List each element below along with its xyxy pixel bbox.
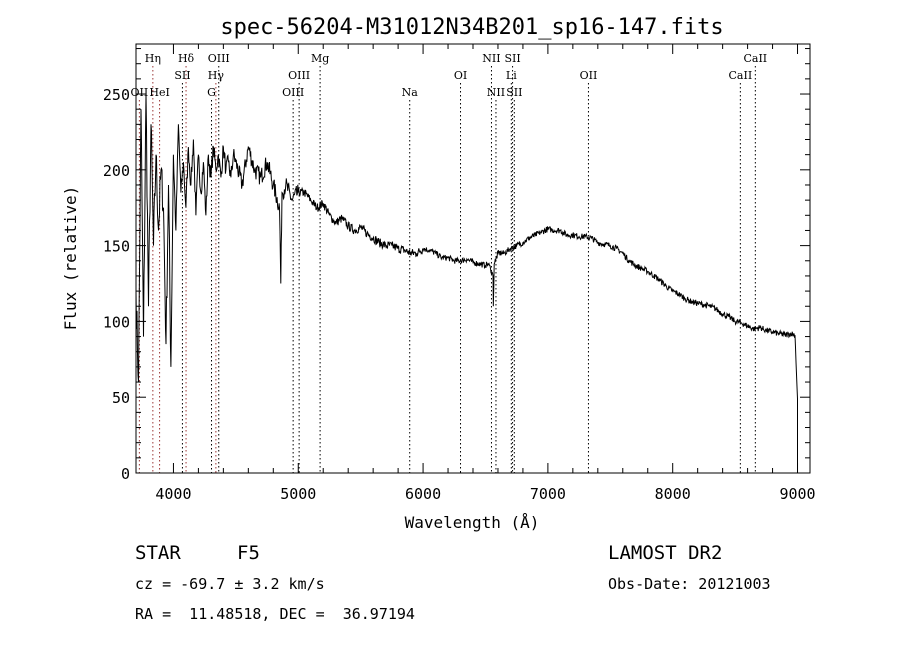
spectral-line-label: Hδ [178,52,195,65]
y-tick-label: 250 [103,86,130,104]
x-tick-label: 6000 [405,485,441,503]
spectral-line-label: CaII [743,52,767,65]
y-tick-label: 100 [103,313,130,331]
x-tick-label: 5000 [280,485,316,503]
survey-name: LAMOST DR2 [608,542,723,564]
spectral-line-label: Hη [145,52,161,65]
spectral-line-label: NII [482,52,500,65]
x-axis-ticks: 4000 5000 6000 7000 8000 9000 [155,44,816,503]
y-tick-label: 150 [103,238,130,256]
redshift-velocity: cz = -69.7 ± 3.2 km/s [135,575,325,593]
spectral-line-label: Mg [311,52,329,65]
spectral-line-label: CaII [729,69,753,82]
x-tick-label: 8000 [655,485,691,503]
y-axis-label: Flux (relative) [61,186,80,331]
spectral-line-label: G [207,86,216,99]
x-axis-label: Wavelength (Å) [405,513,540,532]
y-axis-ticks: 0 50 100 150 200 250 [103,48,810,483]
x-tick-label: 4000 [155,485,191,503]
plot-frame [135,43,811,474]
y-tick-label: 200 [103,162,130,180]
x-tick-label: 9000 [779,485,815,503]
spectral-line-label: OII [580,69,598,82]
chart-title: spec-56204-M31012N34B201_sp16-147.fits [220,15,723,40]
spectral-line-label: OIII [288,69,310,82]
spectral-line-label: OIII [282,86,304,99]
y-tick-label: 50 [112,389,130,407]
x-tick-label: 7000 [530,485,566,503]
spectral-line-label: SII [174,69,190,82]
spectral-line-label: OI [454,69,467,82]
object-subclass: F5 [237,542,260,564]
spectral-line-label: SII [504,52,520,65]
spectral-line-label: SII [506,86,522,99]
spectral-line-label: HeI [149,86,169,99]
observation-date: Obs-Date: 20121003 [608,575,771,593]
y-tick-label: 0 [121,465,130,483]
spectral-line-label: OII [131,86,149,99]
spectral-line-label: Li [506,69,517,82]
spectral-line-markers [138,66,756,473]
coordinates: RA = 11.48518, DEC = 36.97194 [135,605,415,623]
spectral-line-label: Hγ [208,69,225,82]
series-line [135,93,798,473]
spectral-line-label: NII [487,86,505,99]
spectral-line-label: OIII [208,52,230,65]
object-class: STAR [135,542,181,564]
spectral-line-label: Na [402,86,419,99]
